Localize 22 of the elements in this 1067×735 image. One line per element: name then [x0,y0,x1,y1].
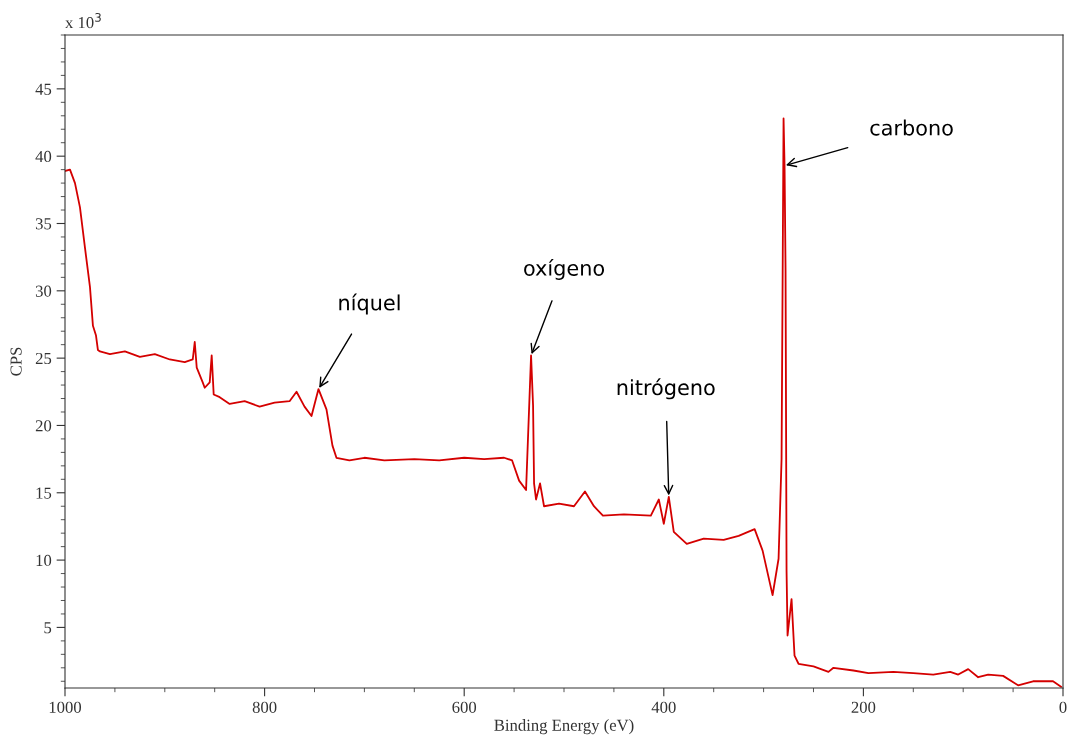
annotation: oxígeno [524,258,605,280]
y-tick-label: 15 [36,487,52,499]
x-tick-label: 200 [851,701,876,713]
y-tick-label: 45 [35,83,52,95]
x-tick-label: 400 [651,701,676,713]
y-tick-label: 20 [35,420,52,432]
y-tick-label: 25 [35,352,52,365]
annotation: nitrógeno [617,378,715,400]
annotation: carbono [870,119,953,136]
x-tick-label: 800 [252,701,277,713]
y-tick-label: 10 [36,554,52,567]
y-tick-label: 35 [35,218,52,230]
y-axis-title: CPS [10,347,22,376]
x-tick-label: 0 [1059,701,1067,713]
annotation: níquel [339,293,400,315]
x-axis-title: Binding Energy (eV) [494,719,634,735]
text: x 10$^{3}$ [65,13,101,29]
y-tick-label: 40 [35,150,52,163]
y-tick-label: 5 [44,622,52,634]
y-tick-label: 30 [35,285,52,297]
x-tick-label: 1000 [49,701,82,713]
x-tick-label: 600 [452,701,477,713]
